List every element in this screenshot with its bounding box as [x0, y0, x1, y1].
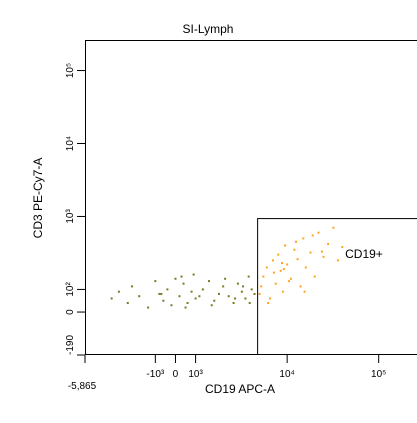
point [138, 295, 141, 298]
x-tick-label: 10⁵ [371, 369, 386, 380]
point [277, 253, 280, 256]
point [327, 242, 330, 245]
x-tick-label: -5,865 [68, 381, 97, 392]
point [332, 226, 335, 229]
x-tick-label: 10⁴ [279, 369, 294, 380]
point [320, 250, 323, 253]
point [281, 262, 284, 265]
x-axis-label: CD19 APC-A [205, 382, 275, 396]
point [160, 292, 163, 295]
point [279, 269, 282, 272]
point [271, 259, 274, 262]
point [207, 280, 210, 283]
point [311, 234, 314, 237]
y-tick-label: 10² [65, 282, 76, 297]
point [198, 295, 201, 298]
point [260, 285, 263, 288]
point [313, 275, 316, 278]
point [284, 244, 287, 247]
point [190, 290, 193, 293]
gate [257, 218, 417, 355]
point [174, 277, 177, 280]
point [213, 299, 216, 302]
gate-label: CD19+ [345, 247, 383, 261]
point [210, 304, 213, 307]
point [299, 285, 302, 288]
point [293, 248, 296, 251]
point [288, 280, 291, 283]
point [248, 301, 251, 304]
point [282, 268, 285, 271]
point [117, 290, 120, 293]
y-tick-label: 10⁵ [65, 63, 76, 78]
point [273, 271, 276, 274]
chart-title: SI-Lymph [183, 22, 234, 36]
point [289, 277, 292, 280]
point [184, 306, 187, 309]
y-tick-label: 0 [65, 309, 76, 315]
point [253, 292, 256, 295]
point [296, 258, 299, 261]
point [236, 282, 239, 285]
y-tick-label: -190 [65, 335, 76, 355]
point [286, 263, 289, 266]
point [322, 255, 325, 258]
point [242, 285, 245, 288]
point [269, 297, 272, 300]
point [267, 301, 270, 304]
point [217, 292, 220, 295]
x-tick-label: 0 [173, 369, 179, 380]
point [303, 290, 306, 293]
point [295, 240, 298, 243]
point [158, 292, 161, 295]
point [194, 297, 197, 300]
point [341, 246, 344, 249]
point [317, 231, 320, 234]
point [227, 295, 230, 298]
point [302, 237, 305, 240]
point [224, 277, 227, 280]
point [130, 285, 133, 288]
point [154, 280, 157, 283]
point [258, 292, 261, 295]
point [192, 273, 195, 276]
point [337, 259, 340, 262]
point [147, 306, 150, 309]
point [201, 288, 204, 291]
point [281, 290, 284, 293]
point [232, 301, 235, 304]
point [247, 275, 250, 278]
point [240, 290, 243, 293]
point [126, 301, 129, 304]
point [222, 285, 225, 288]
plot-area: CD19+ [110, 218, 417, 355]
point [170, 304, 173, 307]
point [265, 266, 268, 269]
y-axis-label: CD3 PE-Cy7-A [31, 158, 45, 239]
point [234, 297, 237, 300]
point [110, 297, 113, 300]
point [262, 275, 265, 278]
point [162, 299, 165, 302]
point [166, 288, 169, 291]
x-tick-label: -10³ [146, 369, 164, 380]
point [182, 282, 185, 285]
point [309, 251, 312, 254]
point [180, 275, 183, 278]
y-tick-label: 10⁴ [65, 136, 76, 151]
x-tick-label: 10³ [188, 369, 203, 380]
point [274, 282, 277, 285]
plot-frame [85, 40, 417, 355]
point [250, 288, 253, 291]
point [178, 295, 181, 298]
point [186, 301, 189, 304]
point [304, 266, 307, 269]
point [244, 297, 247, 300]
y-tick-label: 10³ [65, 209, 76, 224]
